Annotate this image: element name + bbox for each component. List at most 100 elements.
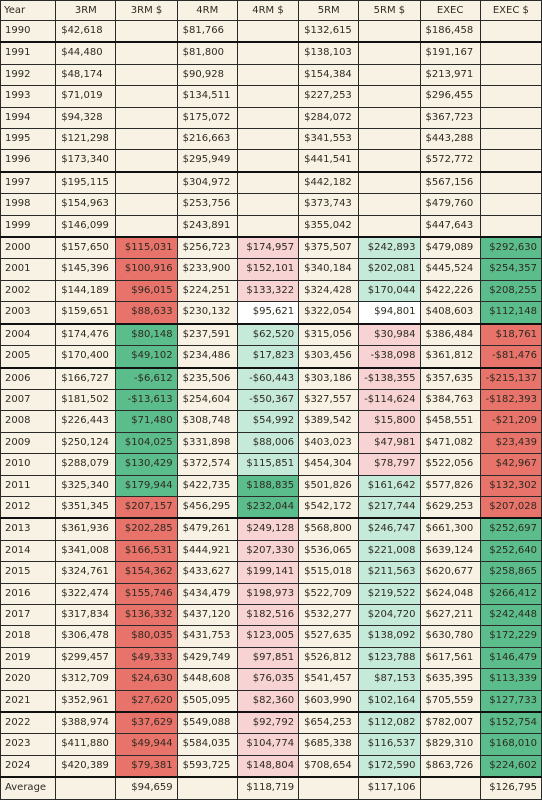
delta-cell: $94,659 (115, 776, 178, 800)
delta-cell (479, 106, 542, 130)
delta-cell: $154,362 (115, 561, 178, 584)
delta-cell (479, 85, 542, 108)
value-cell: $317,834 (55, 603, 117, 627)
value-cell (176, 776, 238, 800)
year-cell: 2022 (0, 711, 57, 735)
delta-cell: -$38,098 (358, 345, 421, 368)
value-cell: $408,603 (419, 301, 481, 325)
value-cell: $154,963 (55, 193, 117, 216)
year-cell: 1997 (0, 170, 57, 195)
value-cell: $250,124 (55, 431, 117, 455)
value-cell: $357,635 (419, 366, 481, 390)
delta-cell: -$138,355 (358, 366, 421, 390)
delta-cell: $199,141 (236, 561, 300, 584)
value-cell: $288,079 (55, 453, 117, 476)
delta-cell: $136,332 (115, 603, 178, 627)
year-cell: 2011 (0, 474, 57, 497)
delta-cell (358, 85, 421, 108)
delta-cell: $76,035 (236, 668, 300, 691)
year-cell: 2024 (0, 754, 57, 778)
delta-cell: $49,102 (115, 345, 178, 368)
value-cell: $454,304 (298, 453, 360, 476)
table-row: 2002 $144,189 $96,015 $224,251 $133,322 $324,… (0, 279, 542, 303)
value-cell: $322,474 (55, 582, 117, 605)
delta-cell (479, 214, 542, 238)
value-cell: $433,627 (176, 561, 238, 584)
delta-cell (358, 20, 421, 43)
value-cell: $629,253 (419, 495, 481, 519)
table-row: 2011 $325,340 $179,944 $422,735 $188,835 $501… (0, 474, 542, 497)
delta-cell: $138,092 (358, 625, 421, 648)
delta-cell (358, 41, 421, 65)
value-cell: $584,035 (176, 733, 238, 756)
delta-cell: $126,795 (479, 776, 542, 800)
value-cell: $173,340 (55, 149, 117, 173)
value-cell: $372,574 (176, 453, 238, 476)
value-cell: $230,132 (176, 301, 238, 325)
value-cell: $620,677 (419, 561, 481, 584)
delta-cell: $115,851 (236, 453, 300, 476)
table-row: 1991 $44,480 $81,800 $138,103 $191,167 (0, 41, 542, 65)
delta-cell: $116,537 (358, 733, 421, 756)
value-cell: $146,099 (55, 214, 117, 238)
delta-cell: -$6,612 (115, 366, 178, 390)
value-cell (298, 776, 360, 800)
value-cell: $226,443 (55, 410, 117, 433)
table-row: 2012 $351,345 $207,157 $456,295 $232,044 $542… (0, 495, 542, 519)
value-cell: $708,654 (298, 754, 360, 778)
value-cell: $254,604 (176, 388, 238, 412)
delta-cell: $168,010 (479, 733, 542, 756)
delta-cell (115, 63, 178, 87)
delta-cell: $24,630 (115, 668, 178, 691)
value-cell: $175,072 (176, 106, 238, 130)
delta-cell: $112,148 (479, 301, 542, 325)
value-cell: $71,019 (55, 85, 117, 108)
value-cell: $306,478 (55, 625, 117, 648)
delta-cell: $252,640 (479, 539, 542, 563)
year-cell: 1990 (0, 20, 57, 43)
value-cell: $624,048 (419, 582, 481, 605)
table-row: 1998 $154,963 $253,756 $373,743 $479,760 (0, 193, 542, 216)
delta-cell (115, 106, 178, 130)
value-cell: $134,511 (176, 85, 238, 108)
year-cell: 2021 (0, 689, 57, 713)
delta-cell (358, 170, 421, 195)
value-cell: $157,650 (55, 236, 117, 260)
value-cell: $312,709 (55, 668, 117, 691)
delta-cell: $71,480 (115, 410, 178, 433)
value-cell: $341,553 (298, 128, 360, 151)
year-cell: 2020 (0, 668, 57, 691)
delta-cell (358, 63, 421, 87)
table-row: 2023 $411,880 $49,944 $584,035 $104,774 $685,… (0, 733, 542, 756)
value-cell (419, 776, 481, 800)
delta-cell: $219,522 (358, 582, 421, 605)
header-row: Year 3RM 3RM $4RM 4RM $5RM 5RM $ EXEC EXEC $ (0, 0, 542, 21)
delta-cell: $102,164 (358, 689, 421, 713)
value-cell: $234,486 (176, 345, 238, 368)
column-header: 5RM $ (358, 0, 421, 21)
value-cell: $542,172 (298, 495, 360, 519)
delta-cell (236, 193, 300, 216)
value-cell: $567,156 (419, 170, 481, 195)
value-cell: $411,880 (55, 733, 117, 756)
delta-cell: $221,008 (358, 539, 421, 563)
value-cell: $237,591 (176, 322, 238, 347)
delta-cell (479, 149, 542, 173)
value-cell: $361,936 (55, 517, 117, 541)
delta-cell: $217,744 (358, 495, 421, 519)
delta-cell (358, 214, 421, 238)
year-cell: Average (0, 776, 57, 800)
value-cell: $44,480 (55, 41, 117, 65)
value-cell: $253,756 (176, 193, 238, 216)
delta-cell: $42,967 (479, 453, 542, 476)
value-cell: $505,095 (176, 689, 238, 713)
value-cell: $437,120 (176, 603, 238, 627)
delta-cell: $198,973 (236, 582, 300, 605)
delta-cell: -$182,393 (479, 388, 542, 412)
table-row: 2001 $145,396 $100,916 $233,900 $152,101 $340… (0, 258, 542, 281)
value-cell: $227,253 (298, 85, 360, 108)
year-cell: 2001 (0, 258, 57, 281)
table-row: 2018 $306,478 $80,035 $431,753 $123,005 $527,… (0, 625, 542, 648)
delta-cell: $30,984 (358, 322, 421, 347)
year-cell: 1999 (0, 214, 57, 238)
